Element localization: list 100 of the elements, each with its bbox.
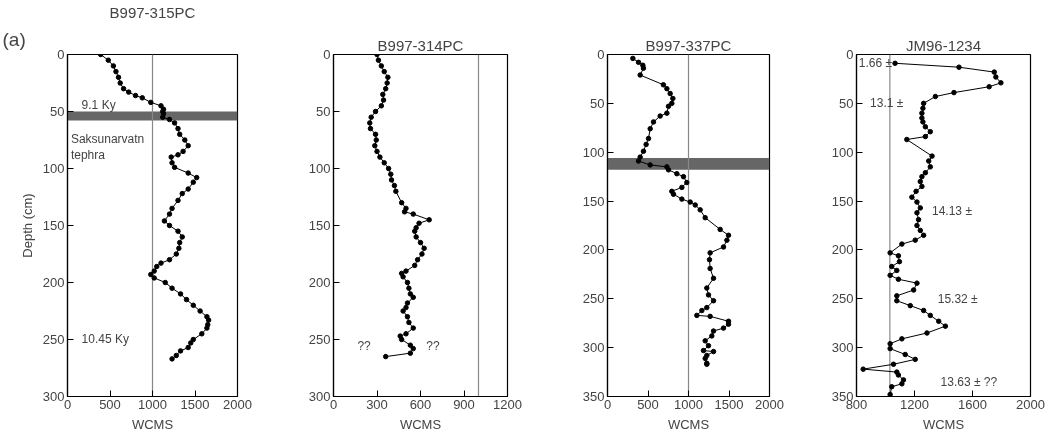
y-tick-label: 200 [582, 242, 605, 258]
y-tick-label: 150 [831, 193, 854, 209]
y-tick-label: 250 [831, 291, 854, 307]
y-tick-label: 250 [42, 332, 65, 347]
annotation: 14.13 ± [932, 203, 973, 218]
x-tick-label: 2000 [223, 396, 252, 412]
point [385, 165, 392, 172]
chart-title: JM96-1234 [905, 36, 982, 54]
y-tick-label: 200 [831, 242, 854, 258]
point [404, 279, 411, 286]
point [398, 336, 405, 343]
point [381, 68, 387, 75]
point [372, 142, 378, 149]
point [368, 114, 374, 120]
point [375, 57, 382, 63]
point [381, 160, 387, 166]
point [404, 300, 411, 306]
x-axis-title: WCMS [922, 416, 965, 432]
point [380, 91, 386, 98]
y-tick-label: 50 [590, 95, 605, 111]
point [391, 182, 398, 189]
y-tick-label: 50 [316, 104, 331, 119]
point [385, 74, 391, 81]
point [403, 304, 409, 311]
point [407, 291, 414, 297]
point [398, 199, 405, 206]
chart-title: B997-337PC [645, 36, 732, 54]
y-tick-label: 200 [42, 275, 65, 290]
point [410, 325, 416, 331]
x-tick-label: 1000 [138, 396, 167, 412]
x-tick-label: 1000 [674, 396, 703, 412]
y-tick-label: 100 [831, 144, 854, 160]
chart-title: B997-314PC [377, 36, 464, 54]
annotation: Saksunarvatn tephra [70, 132, 145, 162]
point [416, 220, 422, 226]
point [374, 148, 380, 155]
point [388, 177, 395, 183]
x-tick-label: 900 [453, 396, 475, 412]
annotation: 15.32 ± [937, 291, 979, 306]
annotation: 10.45 Ky [81, 332, 129, 347]
y-tick-label: 0 [57, 47, 65, 62]
y-tick-label: 350 [582, 389, 605, 404]
point [388, 171, 394, 177]
point [413, 234, 419, 240]
point [426, 217, 432, 223]
x-tick-label: 1200 [493, 396, 522, 412]
point [410, 294, 416, 301]
x-tick-label: 1600 [958, 396, 987, 412]
point [417, 239, 424, 246]
y-tick-label: 0 [846, 47, 854, 62]
point [404, 313, 411, 320]
x-tick-label: 1500 [714, 396, 744, 412]
y-tick-label: 250 [582, 291, 605, 307]
annotation: 1.66 ± [858, 56, 893, 71]
annotation: 9.1 Ky [81, 97, 116, 112]
y-tick-label: 150 [308, 218, 331, 233]
y-tick-label: 300 [582, 340, 605, 356]
x-axis-title: WCMS [667, 416, 710, 432]
y-tick-label: 50 [50, 104, 65, 119]
point [384, 80, 390, 86]
point [410, 211, 416, 217]
point [419, 251, 425, 257]
annotation: 13.63 ± ?? [940, 374, 998, 389]
chart-title: B997-315PC [109, 3, 196, 21]
point [421, 245, 427, 252]
x-tick-label: 1200 [900, 396, 929, 412]
y-tick-label: 250 [308, 332, 331, 347]
y-tick-label: 150 [582, 193, 605, 209]
text: (a) [2, 28, 26, 50]
point [406, 285, 412, 291]
x-axis-title: WCMS [399, 416, 442, 432]
x-tick-label: 2000 [755, 396, 784, 412]
point [377, 154, 383, 160]
point [378, 103, 385, 109]
point [367, 125, 374, 132]
x-tick-label: 600 [409, 396, 432, 412]
x-tick-label: 1500 [180, 396, 210, 412]
y-tick-label: 100 [308, 161, 331, 176]
x-tick-label: 500 [637, 396, 659, 412]
point [400, 308, 406, 314]
point [403, 268, 409, 274]
point [406, 319, 412, 326]
point [367, 120, 373, 126]
annotation: ?? [357, 339, 372, 354]
y-tick-label: 50 [839, 95, 854, 111]
point [393, 188, 399, 195]
x-tick-label: 500 [99, 396, 121, 412]
x-tick-label: 300 [366, 396, 388, 412]
point [414, 256, 421, 263]
point [373, 137, 380, 143]
x-axis-title: WCMS [131, 416, 174, 432]
point [407, 342, 414, 348]
point [397, 333, 403, 339]
y-tick-label: 0 [323, 47, 331, 62]
point [378, 63, 385, 69]
x-tick-label: 2000 [1016, 396, 1045, 412]
point [403, 331, 409, 337]
y-tick-label: 200 [308, 275, 331, 290]
point [382, 85, 389, 92]
y-tick-label: 100 [42, 161, 65, 176]
